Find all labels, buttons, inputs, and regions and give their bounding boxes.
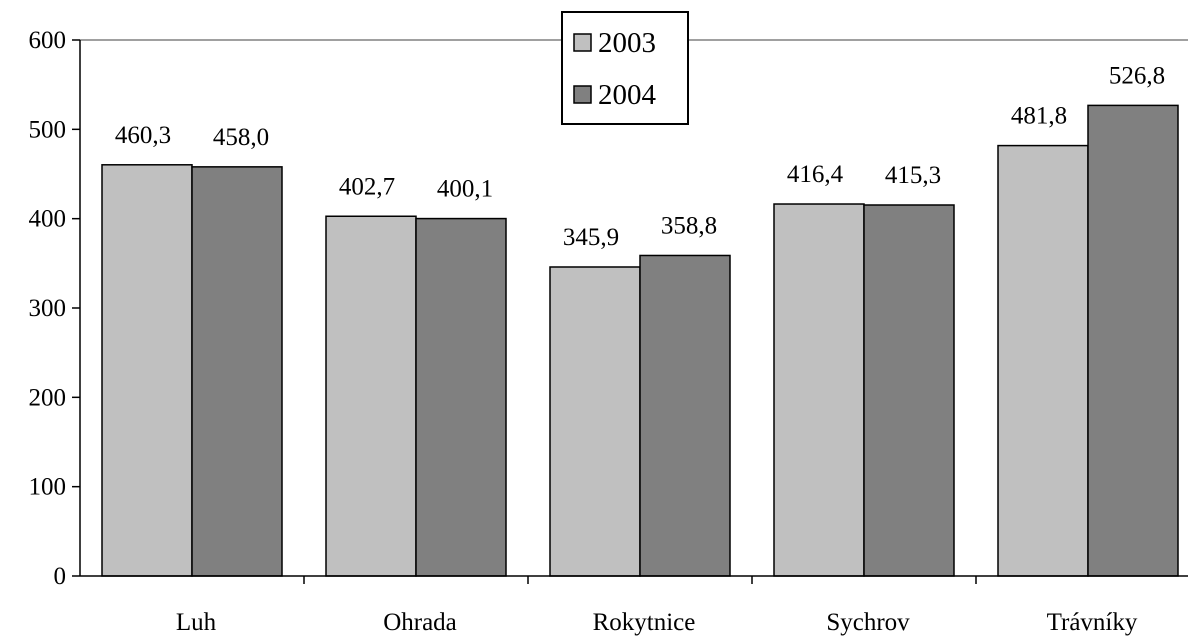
data-label: 526,8 — [1109, 62, 1165, 89]
category-label: Trávníky — [1047, 609, 1138, 636]
bar-2004-Luh — [191, 166, 283, 577]
category-label: Ohrada — [383, 609, 457, 636]
bar-2004-Trávníky — [1087, 104, 1179, 577]
data-label: 358,8 — [661, 212, 717, 239]
data-label: 402,7 — [339, 173, 395, 200]
legend-label-2003: 2003 — [598, 27, 656, 59]
bar-2004-Rokytnice — [639, 254, 731, 577]
legend: 2003 2004 — [561, 11, 689, 125]
category-label: Rokytnice — [593, 609, 696, 636]
category-label: Luh — [176, 609, 217, 636]
y-tick-label: 0 — [54, 563, 67, 590]
bar-2003-Sychrov — [773, 203, 865, 577]
legend-swatch-2004 — [573, 85, 592, 104]
legend-label-2004: 2004 — [598, 79, 657, 111]
y-tick-label: 200 — [29, 384, 67, 411]
legend-swatch-2003 — [573, 33, 592, 52]
data-label: 416,4 — [787, 161, 844, 188]
legend-box — [561, 11, 689, 125]
data-label: 345,9 — [563, 224, 619, 251]
category-label: Sychrov — [826, 609, 910, 636]
data-label: 481,8 — [1011, 103, 1067, 130]
y-tick-label: 300 — [29, 295, 67, 322]
data-label: 458,0 — [213, 124, 269, 151]
bar-2003-Rokytnice — [549, 266, 641, 577]
data-label: 415,3 — [885, 162, 941, 189]
bar-2003-Trávníky — [997, 144, 1089, 577]
bar-2003-Luh — [101, 164, 193, 577]
bar-2003-Ohrada — [325, 215, 417, 577]
bar-2004-Ohrada — [415, 217, 507, 577]
data-label: 460,3 — [115, 122, 171, 149]
data-label: 400,1 — [437, 176, 493, 203]
y-tick-label: 500 — [29, 116, 67, 143]
y-tick-label: 400 — [29, 206, 67, 233]
y-tick-label: 600 — [29, 27, 67, 54]
y-tick-label: 100 — [29, 474, 67, 501]
bar-2004-Sychrov — [863, 204, 955, 577]
